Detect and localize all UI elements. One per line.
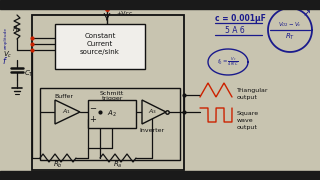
Text: Triangular: Triangular (237, 87, 268, 93)
Text: $R_a$: $R_a$ (113, 160, 123, 170)
Text: $A_1$: $A_1$ (61, 108, 70, 116)
Text: $R_b$: $R_b$ (53, 160, 63, 170)
Bar (40, 88, 180, 160)
Text: $R_T$: $R_T$ (285, 32, 295, 42)
Bar (88, 100, 136, 128)
Text: Buffer: Buffer (54, 93, 74, 98)
Bar (55, 24, 145, 69)
Text: wave: wave (237, 118, 254, 123)
Polygon shape (55, 100, 80, 124)
Bar (0, 0, 320, 9)
Bar (0, 171, 320, 180)
Text: c = 0.001μF: c = 0.001μF (215, 14, 266, 22)
Text: +Vcc: +Vcc (116, 10, 132, 15)
Text: Schmitt: Schmitt (100, 91, 124, 96)
Text: $R_T$: $R_T$ (12, 25, 22, 35)
Text: output: output (237, 125, 258, 129)
Text: trigger: trigger (101, 96, 123, 100)
Bar (32, 15, 184, 170)
Text: $A_2$: $A_2$ (107, 109, 117, 119)
Text: source/sink: source/sink (80, 49, 120, 55)
Text: ↗: ↗ (303, 8, 311, 18)
Text: output: output (237, 94, 258, 100)
Text: amplitude: amplitude (4, 27, 8, 49)
Text: Current: Current (87, 41, 113, 47)
Text: $V_{O2} - V_c$: $V_{O2} - V_c$ (278, 21, 302, 30)
Text: Inverter: Inverter (140, 127, 164, 132)
Text: +: + (90, 114, 96, 123)
Text: $C_T$: $C_T$ (24, 69, 34, 79)
Text: $V_c$: $V_c$ (3, 50, 13, 60)
Text: −: − (90, 105, 97, 114)
Text: $f_0=\frac{V_c}{4R_TC}$: $f_0=\frac{V_c}{4R_TC}$ (217, 56, 239, 68)
Text: $f$: $f$ (2, 55, 8, 66)
Text: $A_3$: $A_3$ (148, 108, 156, 116)
Text: Square: Square (237, 111, 259, 116)
Text: Constant: Constant (84, 33, 116, 39)
Text: 5 A 6: 5 A 6 (225, 26, 245, 35)
Polygon shape (142, 100, 166, 124)
